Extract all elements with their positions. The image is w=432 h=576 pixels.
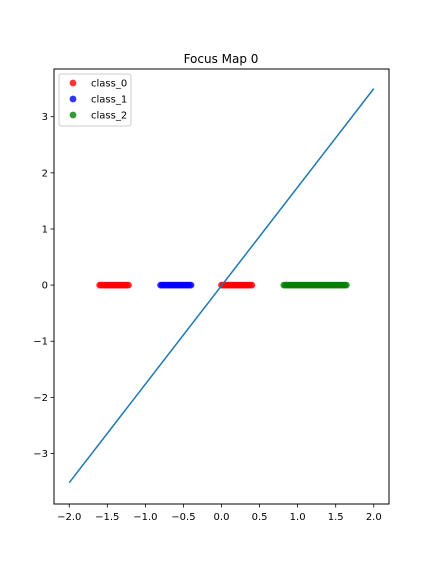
series-class_1 xyxy=(157,281,195,289)
y-axis: −3 −2 −1 0 1 2 3 xyxy=(33,112,54,460)
x-tick-label: −1.0 xyxy=(133,512,157,523)
y-tick-label: −3 xyxy=(33,449,48,460)
y-tick-label: −2 xyxy=(33,393,48,404)
data-point xyxy=(248,281,256,289)
x-tick-label: 2.0 xyxy=(366,512,382,523)
chart-title: Focus Map 0 xyxy=(184,52,259,66)
legend-label: class_1 xyxy=(91,95,127,106)
series-class_0 xyxy=(96,281,256,289)
x-tick-label: −1.5 xyxy=(95,512,119,523)
plot-frame xyxy=(53,68,390,505)
plot-content xyxy=(68,88,375,484)
legend-marker xyxy=(69,95,77,103)
data-point xyxy=(125,281,132,289)
series-class_2 xyxy=(280,281,350,289)
legend: class_0 class_1 class_2 xyxy=(58,73,132,127)
decision-line xyxy=(68,88,375,484)
x-tick-label: 1.5 xyxy=(328,512,344,523)
legend-marker xyxy=(69,111,77,119)
data-point xyxy=(187,281,195,289)
y-tick-label: 2 xyxy=(42,168,48,179)
y-tick-label: 0 xyxy=(42,281,48,292)
x-tick-label: −0.5 xyxy=(171,512,195,523)
legend-label: class_0 xyxy=(91,79,127,90)
y-tick-label: 3 xyxy=(42,112,48,123)
legend-marker xyxy=(69,79,77,87)
x-tick-label: 1.0 xyxy=(290,512,306,523)
data-point xyxy=(342,281,350,289)
x-axis: −2.0 −1.5 −1.0 −0.5 0.0 0.5 1.0 1.5 2.0 xyxy=(57,504,382,523)
x-tick-label: −2.0 xyxy=(57,512,81,523)
y-tick-label: −1 xyxy=(33,337,48,348)
x-tick-label: 0.5 xyxy=(252,512,268,523)
legend-box xyxy=(58,73,132,127)
legend-label: class_2 xyxy=(91,111,127,122)
y-tick-label: 1 xyxy=(42,224,48,235)
x-tick-label: 0.0 xyxy=(214,512,230,523)
